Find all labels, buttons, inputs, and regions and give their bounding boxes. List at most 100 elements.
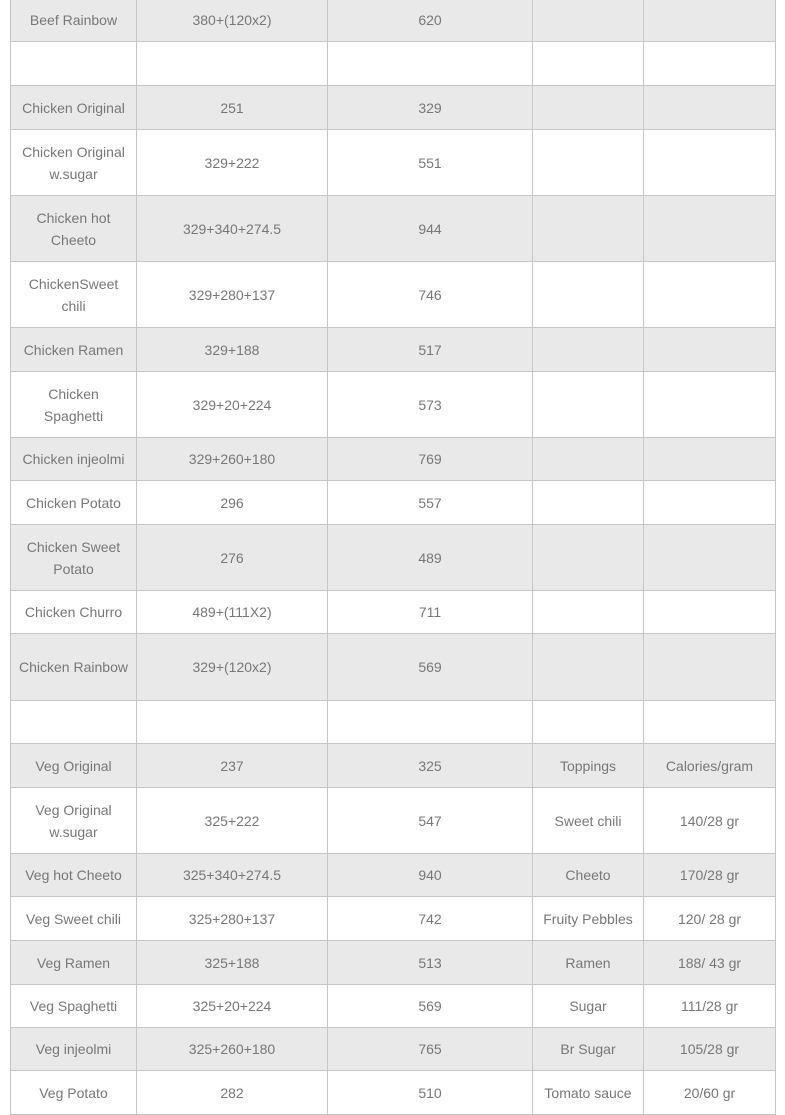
item-name-cell: Veg Original	[10, 743, 137, 788]
calories-cell: 513	[327, 940, 533, 985]
item-name-cell: Chicken Spaghetti	[10, 371, 137, 438]
table-row: Veg Original 237 325 Toppings Calories/gram	[10, 743, 776, 788]
calories-cell: 769	[327, 437, 533, 481]
calc-cell: 329+188	[136, 327, 328, 372]
table-row: Veg Sweet chili 325+280+137 742 Fruity Pebb…	[10, 896, 776, 941]
table-row: Chicken Spaghetti 329+20+224 573	[10, 371, 776, 438]
calories-cell: 547	[327, 787, 533, 854]
table-row: Veg Potato 282 510 Tomato sauce 20/60 gr	[10, 1070, 776, 1115]
item-name-cell: Veg Original w.sugar	[10, 787, 137, 854]
topping-cell: Toppings	[532, 743, 644, 788]
item-name-cell: Chicken hot Cheeto	[10, 195, 137, 262]
topping-calories-cell	[643, 327, 776, 372]
topping-calories-cell	[643, 480, 776, 525]
topping-calories-cell: 188/ 43 gr	[643, 940, 776, 985]
item-name-cell: Veg Potato	[10, 1070, 137, 1115]
calories-cell: 329	[327, 85, 533, 130]
topping-cell: Ramen	[532, 940, 644, 985]
item-name-cell: Chicken Ramen	[10, 327, 137, 372]
calc-cell: 329+260+180	[136, 437, 328, 481]
topping-cell	[532, 327, 644, 372]
calc-cell: 325+20+224	[136, 984, 328, 1028]
calc-cell: 489+(111X2)	[136, 590, 328, 634]
item-name-cell: Chicken injeolmi	[10, 437, 137, 481]
item-name-cell: Veg Ramen	[10, 940, 137, 985]
calories-cell: 489	[327, 524, 533, 591]
item-name-cell: Veg hot Cheeto	[10, 853, 137, 897]
table-row: Veg hot Cheeto 325+340+274.5 940 Cheeto 170/…	[10, 853, 776, 897]
table-row: Chicken Rainbow 329+(120x2) 569	[10, 633, 776, 701]
topping-calories-cell	[643, 261, 776, 328]
table-row: Chicken Churro 489+(111X2) 711	[10, 590, 776, 634]
calories-cell: 551	[327, 129, 533, 196]
calc-cell: 237	[136, 743, 328, 788]
calories-cell: 569	[327, 633, 533, 701]
calories-cell: 944	[327, 195, 533, 262]
item-name-cell: ChickenSweet chili	[10, 261, 137, 328]
topping-cell: Fruity Pebbles	[532, 896, 644, 941]
item-name-cell: Beef Rainbow	[10, 0, 137, 42]
calories-cell: 940	[327, 853, 533, 897]
topping-calories-cell	[643, 85, 776, 130]
topping-cell	[532, 195, 644, 262]
calories-cell: 746	[327, 261, 533, 328]
topping-cell	[532, 524, 644, 591]
calc-cell: 296	[136, 480, 328, 525]
table-row: Chicken Potato 296 557	[10, 480, 776, 525]
table-row: Veg Spaghetti 325+20+224 569 Sugar 111/28 gr	[10, 984, 776, 1028]
item-name-cell: Chicken Original w.sugar	[10, 129, 137, 196]
calc-cell: 251	[136, 85, 328, 130]
table-body: Beef Rainbow 380+(120x2) 620 Chicken Origin…	[10, 0, 776, 1115]
topping-cell	[532, 633, 644, 701]
calc-cell: 380+(120x2)	[136, 0, 328, 42]
calc-cell: 325+188	[136, 940, 328, 985]
calories-cell: 517	[327, 327, 533, 372]
calc-cell: 329+340+274.5	[136, 195, 328, 262]
topping-calories-cell	[643, 195, 776, 262]
topping-cell	[532, 700, 644, 744]
item-name-cell: Chicken Potato	[10, 480, 137, 525]
topping-cell	[532, 85, 644, 130]
calc-cell: 325+222	[136, 787, 328, 854]
table-row: Veg injeolmi 325+260+180 765 Br Sugar 105/28…	[10, 1027, 776, 1071]
calc-cell: 325+340+274.5	[136, 853, 328, 897]
table-row	[10, 700, 776, 744]
calories-cell: 742	[327, 896, 533, 941]
item-name-cell	[10, 41, 137, 86]
calc-cell: 325+260+180	[136, 1027, 328, 1071]
topping-calories-cell	[643, 700, 776, 744]
item-name-cell: Veg injeolmi	[10, 1027, 137, 1071]
topping-cell	[532, 437, 644, 481]
topping-cell	[532, 371, 644, 438]
calories-cell: 557	[327, 480, 533, 525]
item-name-cell: Chicken Churro	[10, 590, 137, 634]
item-name-cell: Veg Spaghetti	[10, 984, 137, 1028]
item-name-cell	[10, 700, 137, 744]
topping-cell: Cheeto	[532, 853, 644, 897]
topping-cell: Br Sugar	[532, 1027, 644, 1071]
topping-calories-cell	[643, 371, 776, 438]
topping-cell	[532, 261, 644, 328]
calories-cell: 573	[327, 371, 533, 438]
calc-cell: 282	[136, 1070, 328, 1115]
calc-cell: 329+(120x2)	[136, 633, 328, 701]
topping-calories-cell	[643, 524, 776, 591]
table-row: Chicken Original w.sugar 329+222 551	[10, 129, 776, 196]
item-name-cell: Chicken Original	[10, 85, 137, 130]
item-name-cell: Veg Sweet chili	[10, 896, 137, 941]
calories-cell: 620	[327, 0, 533, 42]
item-name-cell: Chicken Rainbow	[10, 633, 137, 701]
table-row: Chicken Sweet Potato 276 489	[10, 524, 776, 591]
topping-calories-cell	[643, 41, 776, 86]
table-row: Chicken injeolmi 329+260+180 769	[10, 437, 776, 481]
topping-calories-cell	[643, 437, 776, 481]
topping-calories-cell	[643, 129, 776, 196]
topping-cell	[532, 590, 644, 634]
table-row: Veg Original w.sugar 325+222 547 Sweet chil…	[10, 787, 776, 854]
calories-cell: 569	[327, 984, 533, 1028]
calorie-table: Beef Rainbow 380+(120x2) 620 Chicken Origin…	[10, 0, 776, 1115]
calc-cell: 329+222	[136, 129, 328, 196]
calories-cell: 510	[327, 1070, 533, 1115]
calc-cell	[136, 41, 328, 86]
topping-cell	[532, 41, 644, 86]
